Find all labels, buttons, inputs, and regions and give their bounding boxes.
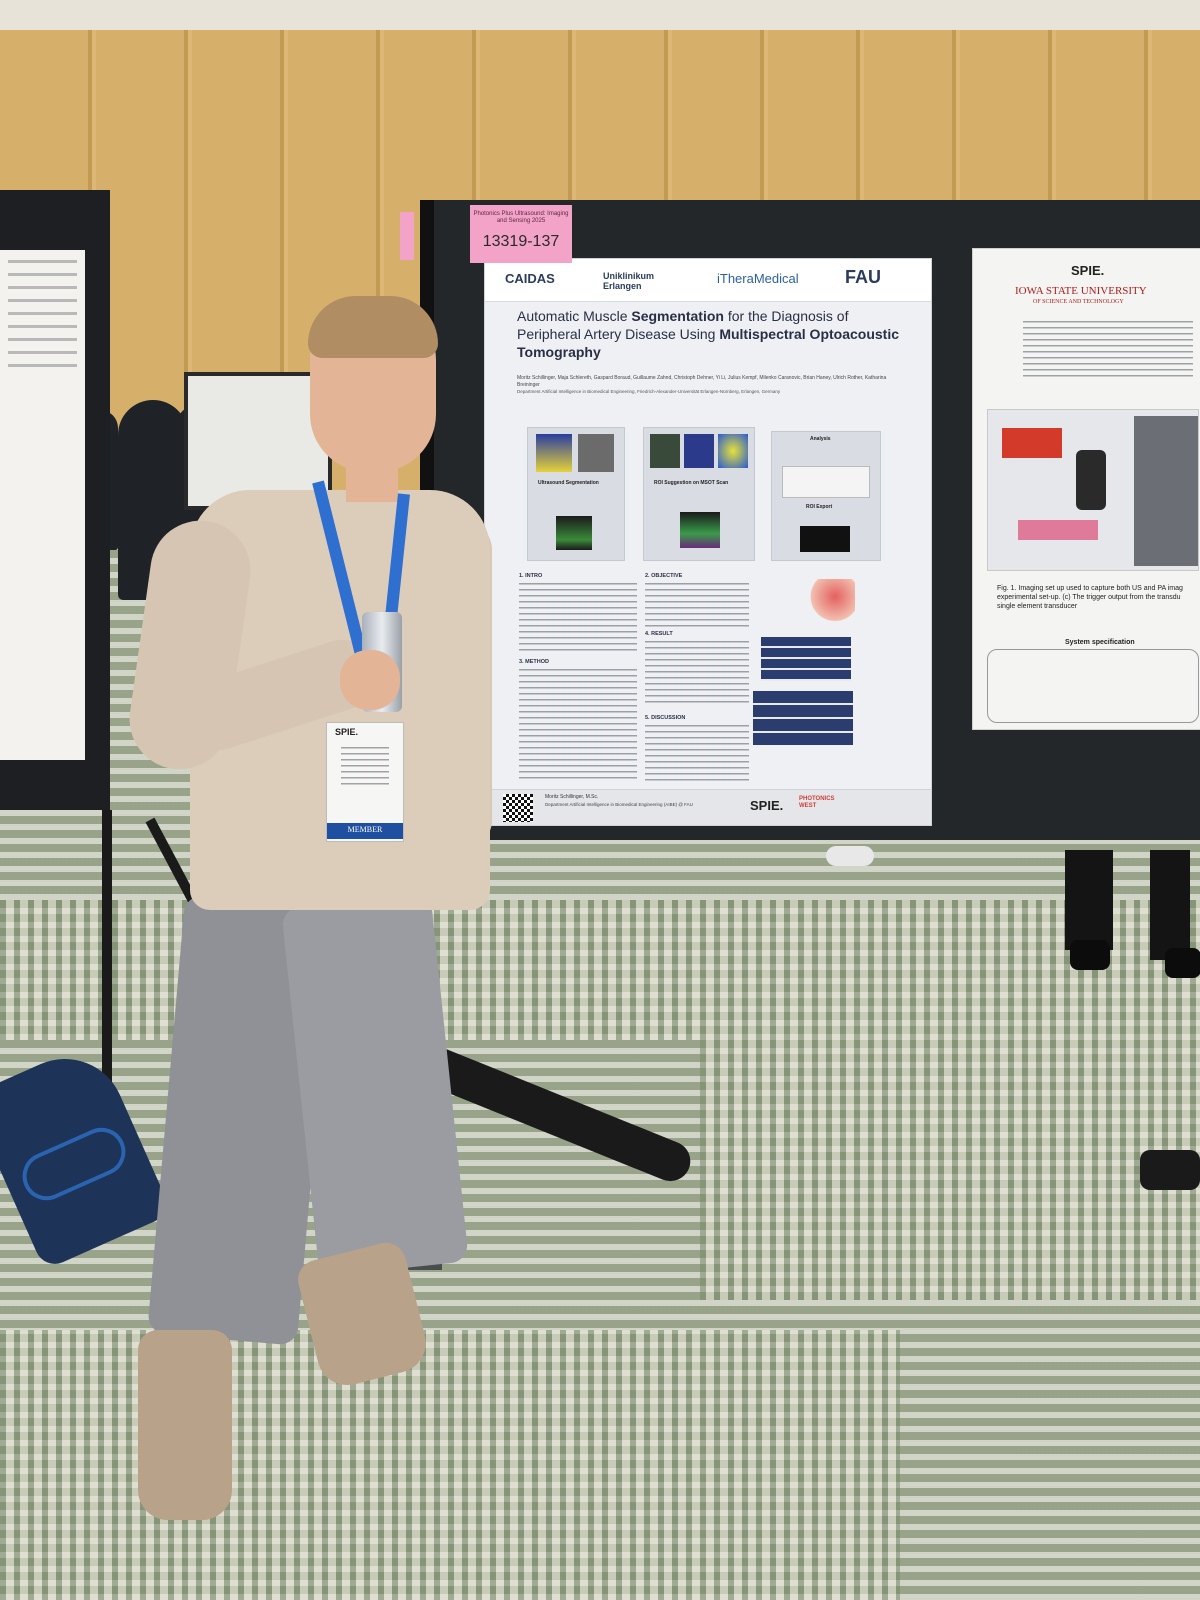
badge-spie-logo: SPIE.: [335, 727, 359, 737]
left-poster: [0, 250, 85, 760]
carpet-stripe-band: [0, 1330, 900, 1600]
pink-sticky-note: Photonics Plus Ultrasound: Imaging and S…: [470, 205, 572, 263]
name-badge: SPIE. MEMBER: [326, 722, 404, 842]
section-objective: 2. OBJECTIVE: [645, 573, 683, 579]
spec-box: [987, 649, 1199, 723]
footer-author: Moritz Schillinger, M.Sc.: [545, 794, 599, 800]
carpet-stripe-band: [700, 1040, 1200, 1300]
research-poster: CAIDAS Uniklinikum Erlangen iTheraMedica…: [484, 258, 932, 826]
poster-number: 13319-137: [482, 233, 560, 250]
objective-text: [645, 583, 749, 627]
easel-leg: [102, 810, 112, 1210]
person-hair: [308, 296, 438, 358]
analysis-panel: Analysis ROI Export: [771, 431, 881, 561]
intro-text: [519, 583, 637, 653]
camera: [1140, 1150, 1200, 1190]
ultrasound-segmentation-panel: Ultrasound Segmentation: [527, 427, 625, 561]
pink-tab: [400, 212, 414, 260]
poster-logo-bar: CAIDAS Uniklinikum Erlangen iTheraMedica…: [485, 259, 931, 302]
university-name: IOWA STATE UNIVERSITY: [1015, 285, 1147, 297]
session-name: Photonics Plus Ultrasound: Imaging and S…: [473, 211, 569, 224]
right-poster-text: [1023, 321, 1193, 381]
spie-logo: SPIE.: [1071, 263, 1105, 278]
poster-affiliations: Department Artificial Intelligence in Bi…: [517, 389, 781, 394]
results-table: [761, 637, 851, 681]
footer-department: Department Artificial Intelligence in Bi…: [545, 802, 693, 807]
section-discussion: 5. DISCUSSION: [645, 715, 686, 721]
uniklinikum-logo: Uniklinikum Erlangen: [603, 271, 655, 291]
bystander-shoe: [1070, 940, 1110, 970]
bystander-shoe: [1165, 948, 1200, 978]
ceiling: [0, 0, 1200, 30]
caidas-logo: CAIDAS: [505, 271, 555, 286]
method-text: [519, 669, 637, 781]
classification-table: [753, 691, 853, 745]
spec-title: System specification: [1065, 639, 1135, 646]
right-poster: SPIE. IOWA STATE UNIVERSITY OF SCIENCE A…: [972, 248, 1200, 730]
spie-logo: SPIE.: [750, 798, 784, 813]
section-method: 3. METHOD: [519, 659, 549, 665]
left-boot: [138, 1330, 232, 1520]
poster-title: Automatic Muscle Segmentation for the Di…: [517, 308, 900, 360]
university-subtitle: OF SCIENCE AND TECHNOLOGY: [1033, 299, 1124, 305]
poster-footer: Moritz Schillinger, M.Sc. Department Art…: [485, 789, 931, 825]
badge-text: [341, 747, 389, 787]
section-result: 4. RESULT: [645, 631, 673, 637]
discussion-text: [645, 725, 749, 785]
section-intro: 1. INTRO: [519, 573, 543, 579]
qr-code[interactable]: [503, 794, 533, 822]
poster-authors: Moritz Schillinger, Maja Schlereth, Gasp…: [517, 375, 887, 388]
itheramedical-logo: iTheraMedical: [717, 271, 799, 286]
bystander-shoe: [826, 846, 874, 866]
bystander-leg: [1150, 850, 1190, 960]
setup-figure: [987, 409, 1199, 571]
person-left-hand: [340, 650, 400, 710]
bystander-leg: [1065, 850, 1113, 950]
fau-logo: FAU: [845, 267, 881, 287]
result-text: [645, 641, 749, 707]
leg-anatomy-figure: [805, 579, 855, 623]
badge-member-label: MEMBER: [347, 825, 383, 834]
figure-caption: Fig. 1. Imaging set up used to capture b…: [997, 585, 1183, 610]
badge-member-bar: [327, 823, 403, 839]
roi-suggestion-panel: ROI Suggestion on MSOT Scan: [643, 427, 755, 561]
photonics-west-logo: PHOTONICS WEST: [799, 796, 835, 809]
